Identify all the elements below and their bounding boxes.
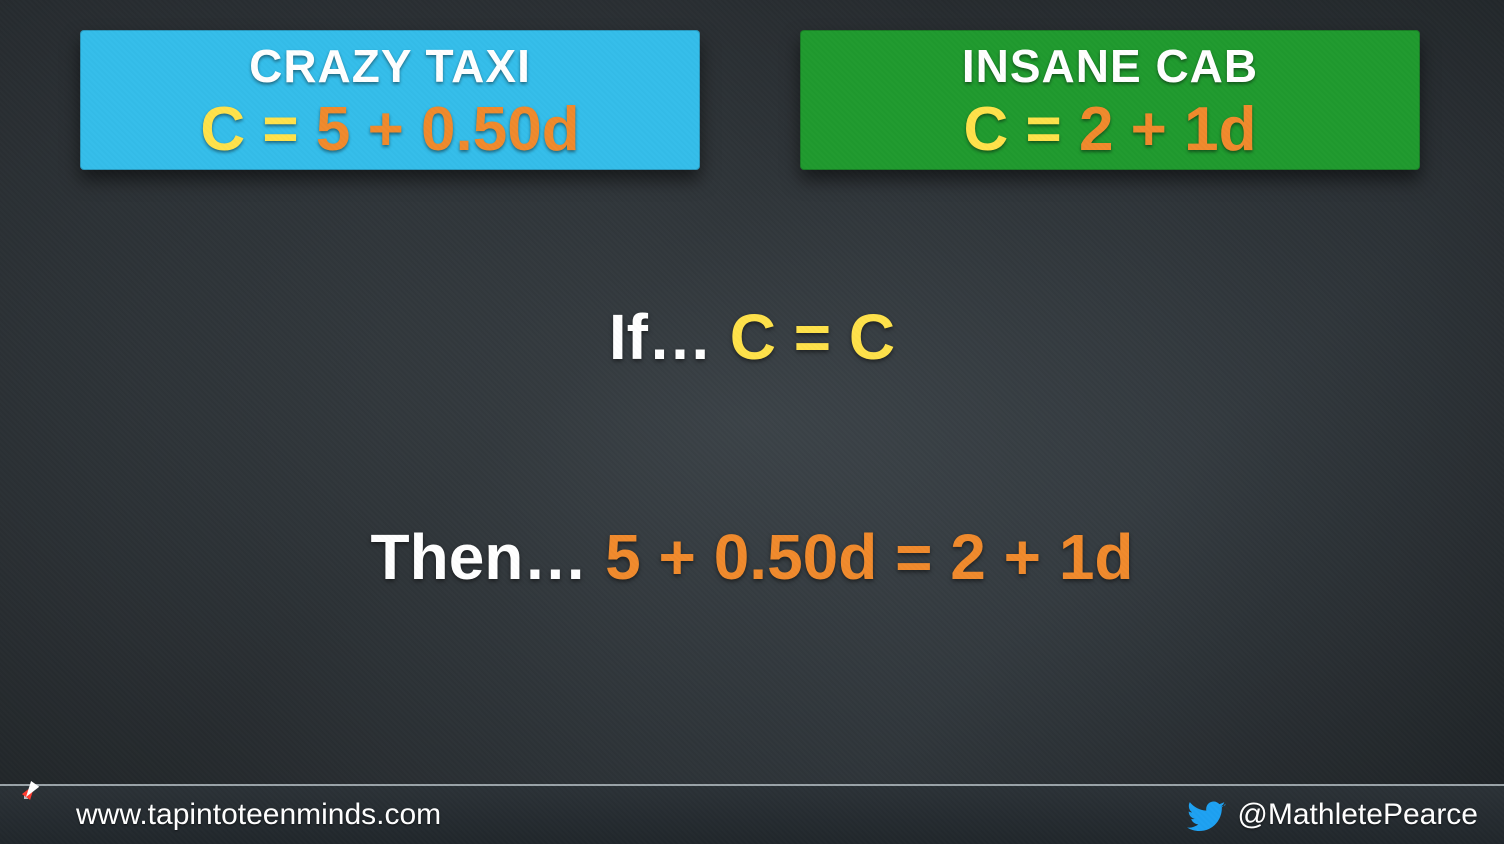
then-l-5: 5	[605, 521, 641, 593]
eq-var-d: d	[1219, 95, 1257, 164]
eq-num-2: 2	[1079, 95, 1113, 164]
then-equals: =	[877, 521, 950, 593]
eq-var-c: C	[200, 95, 245, 164]
line-then: Then… 5 + 0.50d = 2 + 1d	[0, 520, 1504, 594]
card-crazy-taxi: CRAZY TAXI C = 5 + 0.50d	[80, 30, 700, 170]
eq-equals: =	[245, 95, 316, 164]
eq-num-1: 1	[1184, 95, 1218, 164]
card-crazy-taxi-title: CRAZY TAXI	[249, 39, 531, 93]
slide: CRAZY TAXI C = 5 + 0.50d INSANE CAB C = …	[0, 0, 1504, 844]
if-eq-right: C	[849, 301, 895, 373]
then-l-050: 0.50	[714, 521, 839, 593]
eq-var-c: C	[964, 95, 1009, 164]
then-r-d: d	[1094, 521, 1133, 593]
card-insane-cab-title: INSANE CAB	[962, 39, 1258, 93]
if-eq-left: C	[730, 301, 776, 373]
twitter-icon	[1187, 797, 1223, 833]
then-l-plus: +	[641, 521, 714, 593]
then-l-d: d	[838, 521, 877, 593]
safari-icon	[26, 797, 62, 833]
footer-handle: @MathletePearce	[1237, 798, 1478, 832]
then-r-plus: +	[986, 521, 1059, 593]
if-label: If…	[609, 301, 730, 373]
then-label: Then…	[371, 521, 606, 593]
card-insane-cab: INSANE CAB C = 2 + 1d	[800, 30, 1420, 170]
then-r-2: 2	[950, 521, 986, 593]
card-insane-cab-equation: C = 2 + 1d	[964, 99, 1257, 161]
eq-num-050: 0.50	[421, 95, 542, 164]
eq-equals: =	[1008, 95, 1079, 164]
eq-num-5: 5	[316, 95, 350, 164]
eq-plus: +	[350, 95, 421, 164]
eq-plus: +	[1113, 95, 1184, 164]
if-eq-equals: =	[776, 301, 849, 373]
footer-url: www.tapintoteenminds.com	[76, 798, 441, 832]
eq-var-d: d	[542, 95, 580, 164]
card-crazy-taxi-equation: C = 5 + 0.50d	[200, 99, 579, 161]
line-if: If… C = C	[0, 300, 1504, 374]
footer: www.tapintoteenminds.com @MathletePearce	[0, 784, 1504, 844]
then-r-1: 1	[1059, 521, 1095, 593]
